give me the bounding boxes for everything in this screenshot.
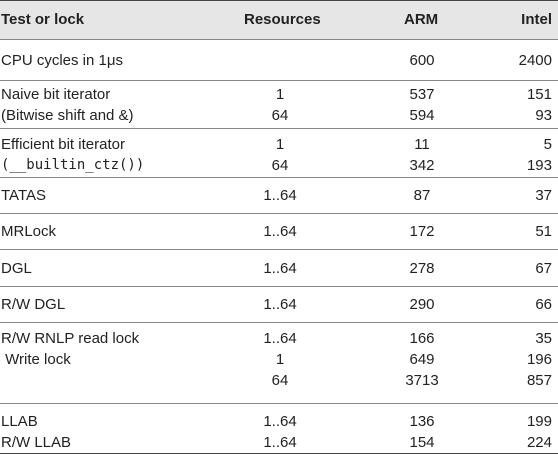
table-row: LLAB 1..64 136 199 — [0, 411, 558, 432]
header-intel: Intel — [521, 11, 552, 28]
row-group: LLAB 1..64 136 199 R/W LLAB 1..64 154 224 — [0, 404, 558, 454]
cell-arm: 136 — [409, 413, 435, 430]
table-row: R/W LLAB 1..64 154 224 — [0, 432, 558, 453]
cell-intel: 2400 — [518, 52, 552, 69]
cell-arm: 154 — [409, 434, 435, 451]
cell-test-or-lock: (Bitwise shift and &) — [1, 107, 134, 124]
cell-intel: 5 — [543, 136, 552, 153]
cell-arm: 3713 — [405, 372, 439, 389]
table-row: Write lock 1 649 196 — [0, 349, 558, 370]
row-group: CPU cycles in 1μs 600 2400 — [0, 40, 558, 81]
table-row: TATAS 1..64 87 37 — [0, 185, 558, 206]
row-group: DGL 1..64 278 67 — [0, 250, 558, 287]
header-resources: Resources — [244, 11, 321, 28]
cell-resources: 1..64 — [263, 413, 297, 430]
table-header: Test or lock Resources ARM Intel — [0, 0, 558, 40]
row-group: Efficient bit iterator 1 11 5 (__builtin_ctz… — [0, 129, 558, 178]
cell-intel: 37 — [535, 187, 552, 204]
cell-resources: 1..64 — [263, 260, 297, 277]
table-row: MRLock 1..64 172 51 — [0, 221, 558, 242]
cell-test-or-lock: (__builtin_ctz()) — [1, 157, 145, 173]
cell-test-or-lock: TATAS — [1, 187, 46, 204]
header-arm: ARM — [404, 11, 439, 28]
table-row: (__builtin_ctz()) 64 342 193 — [0, 155, 558, 176]
cell-arm: 537 — [409, 86, 435, 103]
cell-intel: 199 — [526, 413, 552, 430]
cell-test-or-lock: R/W DGL — [1, 296, 66, 313]
cell-resources: 1 — [275, 351, 285, 368]
cell-arm: 342 — [409, 157, 435, 174]
cell-resources: 1..64 — [263, 187, 297, 204]
cell-resources: 64 — [271, 157, 289, 174]
cell-resources: 1..64 — [263, 296, 297, 313]
cell-intel: 193 — [526, 157, 552, 174]
table-row: DGL 1..64 278 67 — [0, 258, 558, 279]
cell-resources: 1..64 — [263, 330, 297, 347]
cell-test-or-lock: CPU cycles in 1μs — [1, 52, 124, 69]
header-test-or-lock: Test or lock — [1, 11, 85, 28]
table-row: Naive bit iterator 1 537 151 — [0, 84, 558, 105]
cell-resources: 1 — [275, 86, 285, 103]
cell-resources: 1..64 — [263, 434, 297, 451]
cell-intel: 224 — [526, 434, 552, 451]
cell-intel: 151 — [526, 86, 552, 103]
table-body: CPU cycles in 1μs 600 2400 Naive bit iterat… — [0, 40, 558, 454]
cell-test-or-lock: R/W LLAB — [1, 434, 72, 451]
cell-arm: 594 — [409, 107, 435, 124]
cell-arm: 290 — [409, 296, 435, 313]
cell-arm: 600 — [409, 52, 435, 69]
row-group: MRLock 1..64 172 51 — [0, 214, 558, 250]
cell-test-or-lock: Naive bit iterator — [1, 86, 111, 103]
row-group: Naive bit iterator 1 537 151 (Bitwise shift … — [0, 81, 558, 129]
table-row: R/W RNLP read lock 1..64 166 35 — [0, 328, 558, 349]
cell-intel: 66 — [535, 296, 552, 313]
cell-intel: 51 — [535, 223, 552, 240]
cell-arm: 278 — [409, 260, 435, 277]
cell-test-or-lock: Efficient bit iterator — [1, 136, 125, 153]
cell-test-or-lock: LLAB — [1, 413, 38, 430]
cell-resources: 1..64 — [263, 223, 297, 240]
table-row: CPU cycles in 1μs 600 2400 — [0, 50, 558, 71]
cell-arm: 649 — [409, 351, 435, 368]
cell-resources: 1 — [275, 136, 285, 153]
cell-resources: 64 — [271, 107, 289, 124]
table-row: (Bitwise shift and &) 64 594 93 — [0, 105, 558, 126]
cell-intel: 196 — [526, 351, 552, 368]
row-group: TATAS 1..64 87 37 — [0, 178, 558, 214]
table-row: Efficient bit iterator 1 11 5 — [0, 134, 558, 155]
cell-arm: 166 — [409, 330, 435, 347]
cell-arm: 172 — [409, 223, 435, 240]
cell-intel: 35 — [535, 330, 552, 347]
cell-test-or-lock: R/W RNLP read lock — [1, 330, 140, 347]
row-group: R/W DGL 1..64 290 66 — [0, 287, 558, 323]
cell-test-or-lock: MRLock — [1, 223, 57, 240]
cell-intel: 857 — [526, 372, 552, 389]
cell-arm: 87 — [413, 187, 431, 204]
cell-arm: 11 — [414, 136, 430, 153]
cell-intel: 93 — [535, 107, 552, 124]
row-group: R/W RNLP read lock 1..64 166 35 Write lock 1… — [0, 323, 558, 404]
cell-test-or-lock: DGL — [1, 260, 32, 277]
cell-intel: 67 — [535, 260, 552, 277]
table-row: 64 3713 857 — [0, 370, 558, 391]
cell-resources: 64 — [271, 372, 289, 389]
cell-test-or-lock: Write lock — [1, 351, 71, 368]
table-row: R/W DGL 1..64 290 66 — [0, 294, 558, 315]
